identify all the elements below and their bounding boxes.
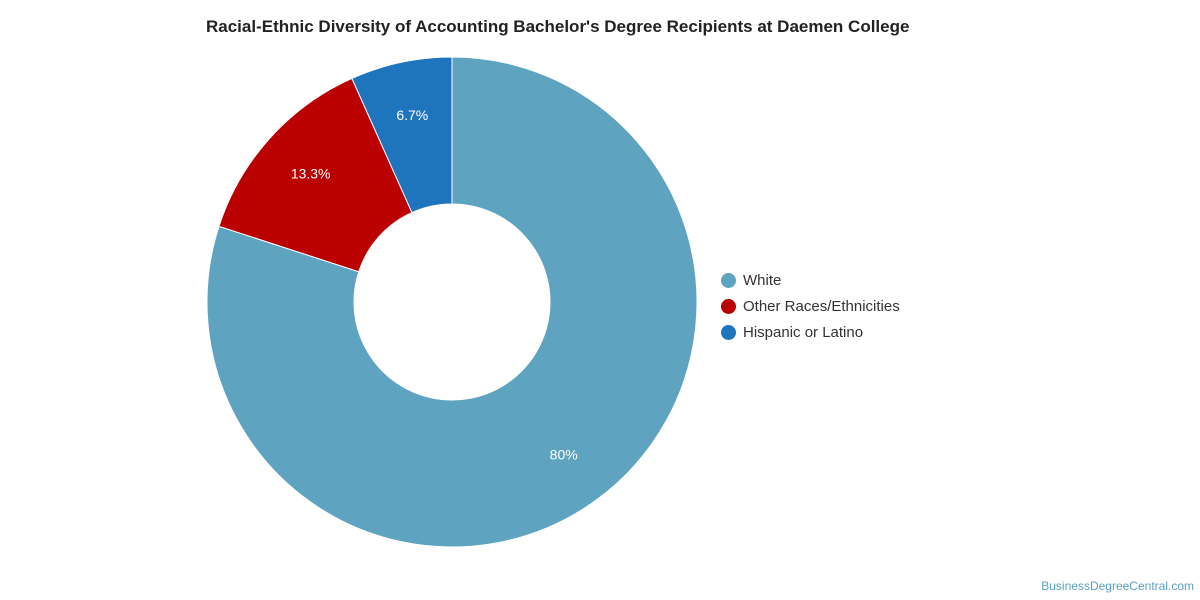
legend-item[interactable]: Other Races/Ethnicities [721, 293, 900, 319]
slice-label: 13.3% [291, 166, 331, 182]
donut-slices [206, 56, 698, 548]
legend-swatch [721, 324, 736, 340]
legend-item[interactable]: Hispanic or Latino [721, 319, 900, 345]
donut-slice-white[interactable] [206, 56, 698, 548]
slice-label: 6.7% [396, 107, 428, 123]
chart-title: Racial-Ethnic Diversity of Accounting Ba… [206, 17, 910, 36]
legend-label: Hispanic or Latino [743, 323, 864, 341]
donut-slice-other-races-ethnicities[interactable] [218, 77, 413, 273]
legend-label: White [743, 271, 782, 289]
legend-item[interactable]: White [721, 267, 900, 293]
legend-label: Other Races/Ethnicities [743, 297, 900, 315]
chart-legend: White Other Races/Ethnicities Hispanic or … [721, 267, 900, 345]
legend-swatch [721, 272, 736, 288]
legend-swatch [721, 298, 736, 314]
donut-slice-labels: 80% 13.3% 6.7% [291, 107, 578, 463]
source-watermark[interactable]: BusinessDegreeCentral.com [1041, 579, 1194, 593]
slice-label: 80% [550, 446, 578, 462]
donut-slice-hispanic-or-latino[interactable] [351, 56, 453, 214]
